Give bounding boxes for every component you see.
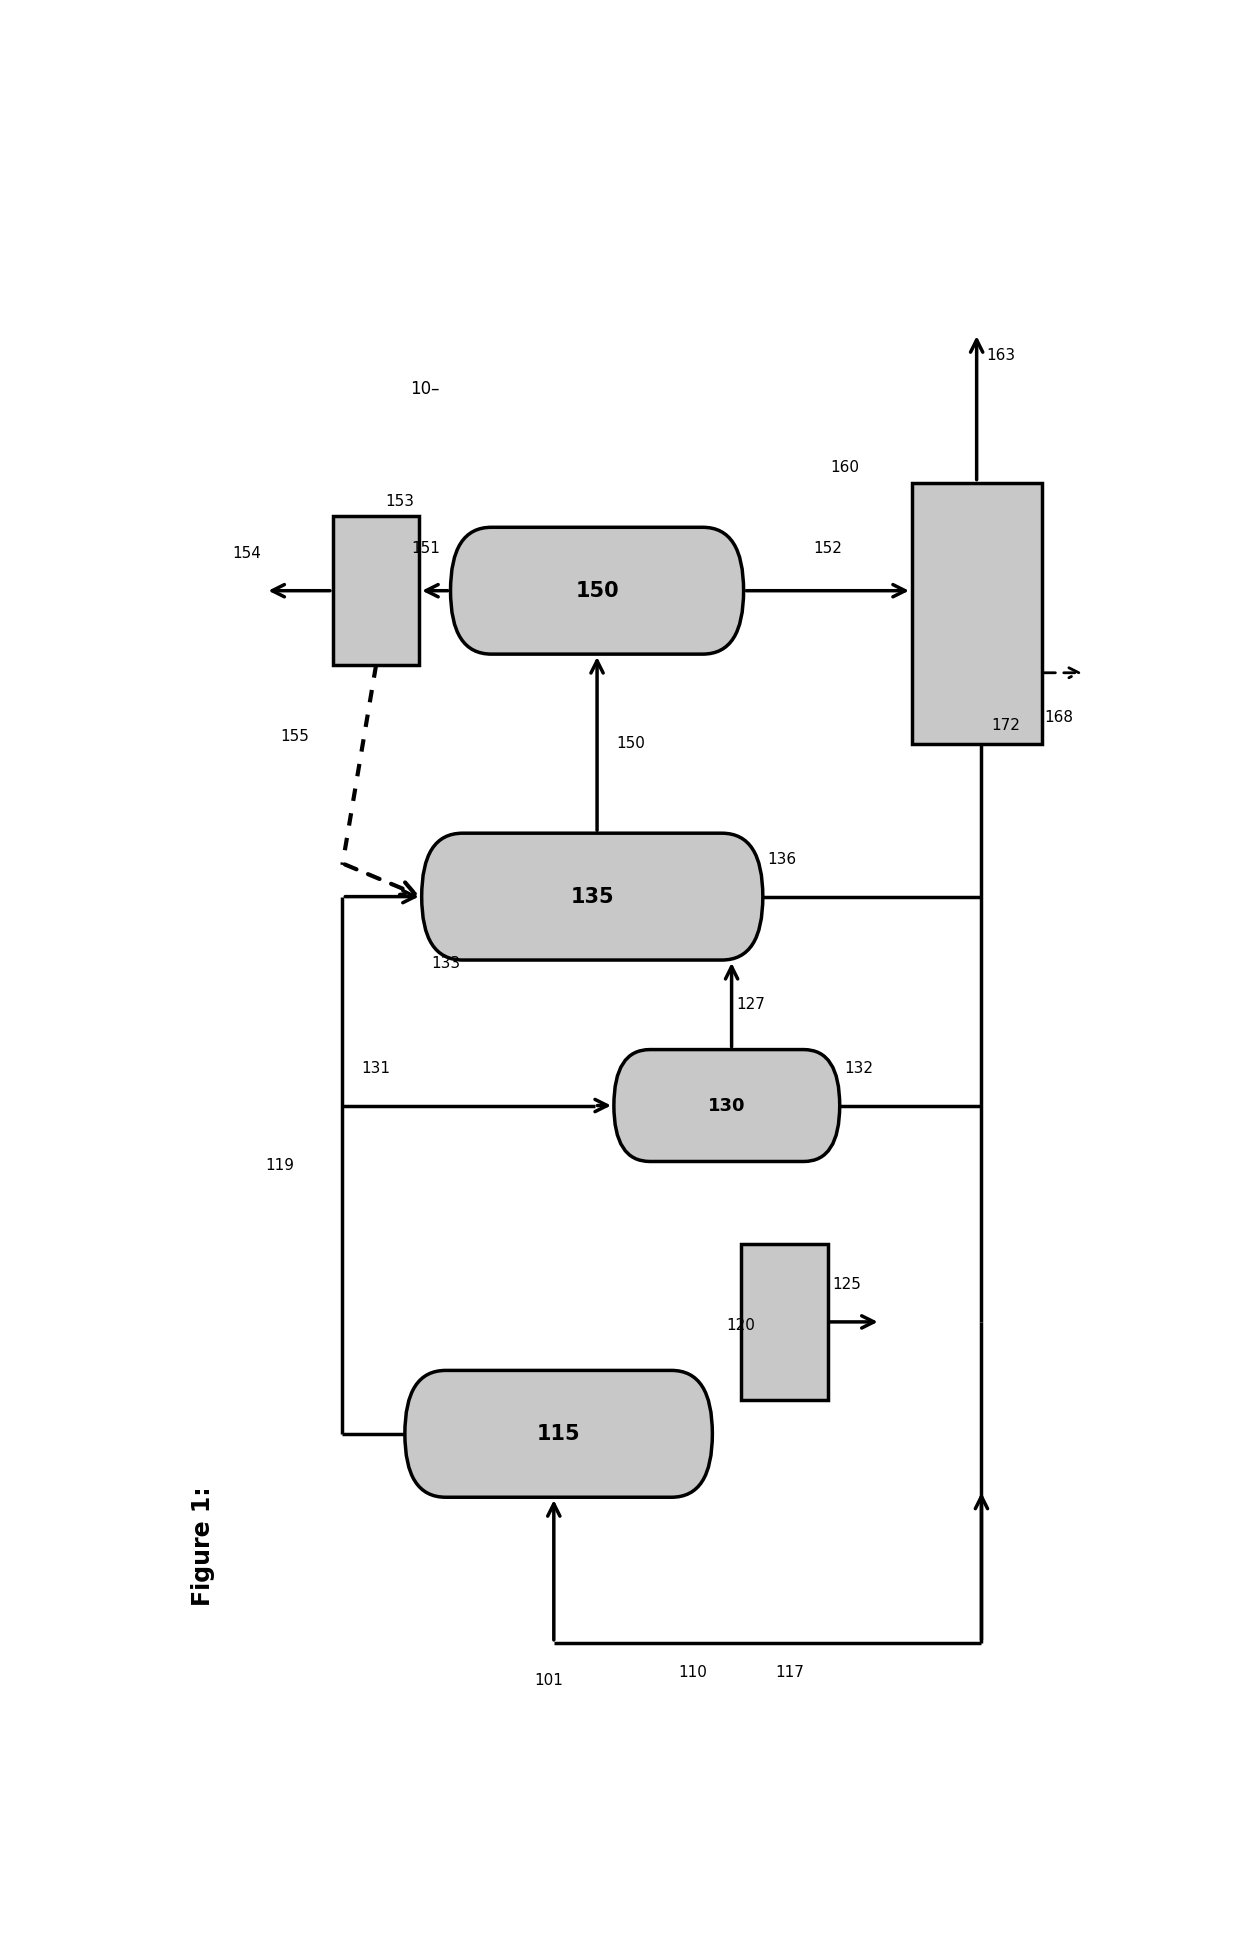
Text: 136: 136 (768, 853, 797, 866)
Text: 150: 150 (575, 581, 619, 601)
Text: 117: 117 (775, 1665, 804, 1680)
Text: 168: 168 (1044, 709, 1074, 725)
Text: 150: 150 (616, 736, 645, 752)
FancyBboxPatch shape (911, 483, 1042, 744)
Text: 154: 154 (232, 547, 260, 560)
Text: 160: 160 (830, 459, 859, 475)
Text: Figure 1:: Figure 1: (191, 1486, 215, 1605)
Text: 115: 115 (537, 1424, 580, 1444)
FancyBboxPatch shape (450, 527, 744, 655)
Text: 119: 119 (265, 1157, 294, 1172)
Text: 135: 135 (570, 886, 614, 907)
Text: 131: 131 (362, 1060, 391, 1076)
FancyBboxPatch shape (614, 1050, 839, 1161)
Text: 120: 120 (727, 1318, 755, 1333)
Text: 125: 125 (832, 1277, 862, 1293)
FancyBboxPatch shape (404, 1370, 713, 1498)
Text: 133: 133 (432, 955, 460, 971)
Text: 130: 130 (708, 1097, 745, 1114)
Text: 110: 110 (678, 1665, 708, 1680)
Text: 127: 127 (737, 998, 765, 1012)
Text: 172: 172 (991, 717, 1021, 733)
Text: 155: 155 (280, 729, 309, 744)
Text: 153: 153 (386, 494, 414, 508)
Text: 163: 163 (986, 349, 1016, 362)
Text: 132: 132 (844, 1060, 873, 1076)
FancyBboxPatch shape (742, 1244, 828, 1401)
Text: 151: 151 (410, 541, 440, 556)
FancyBboxPatch shape (422, 833, 763, 959)
Text: 101: 101 (534, 1672, 563, 1688)
Text: 152: 152 (813, 541, 842, 556)
FancyBboxPatch shape (332, 516, 419, 665)
Text: 10–: 10– (409, 380, 439, 397)
